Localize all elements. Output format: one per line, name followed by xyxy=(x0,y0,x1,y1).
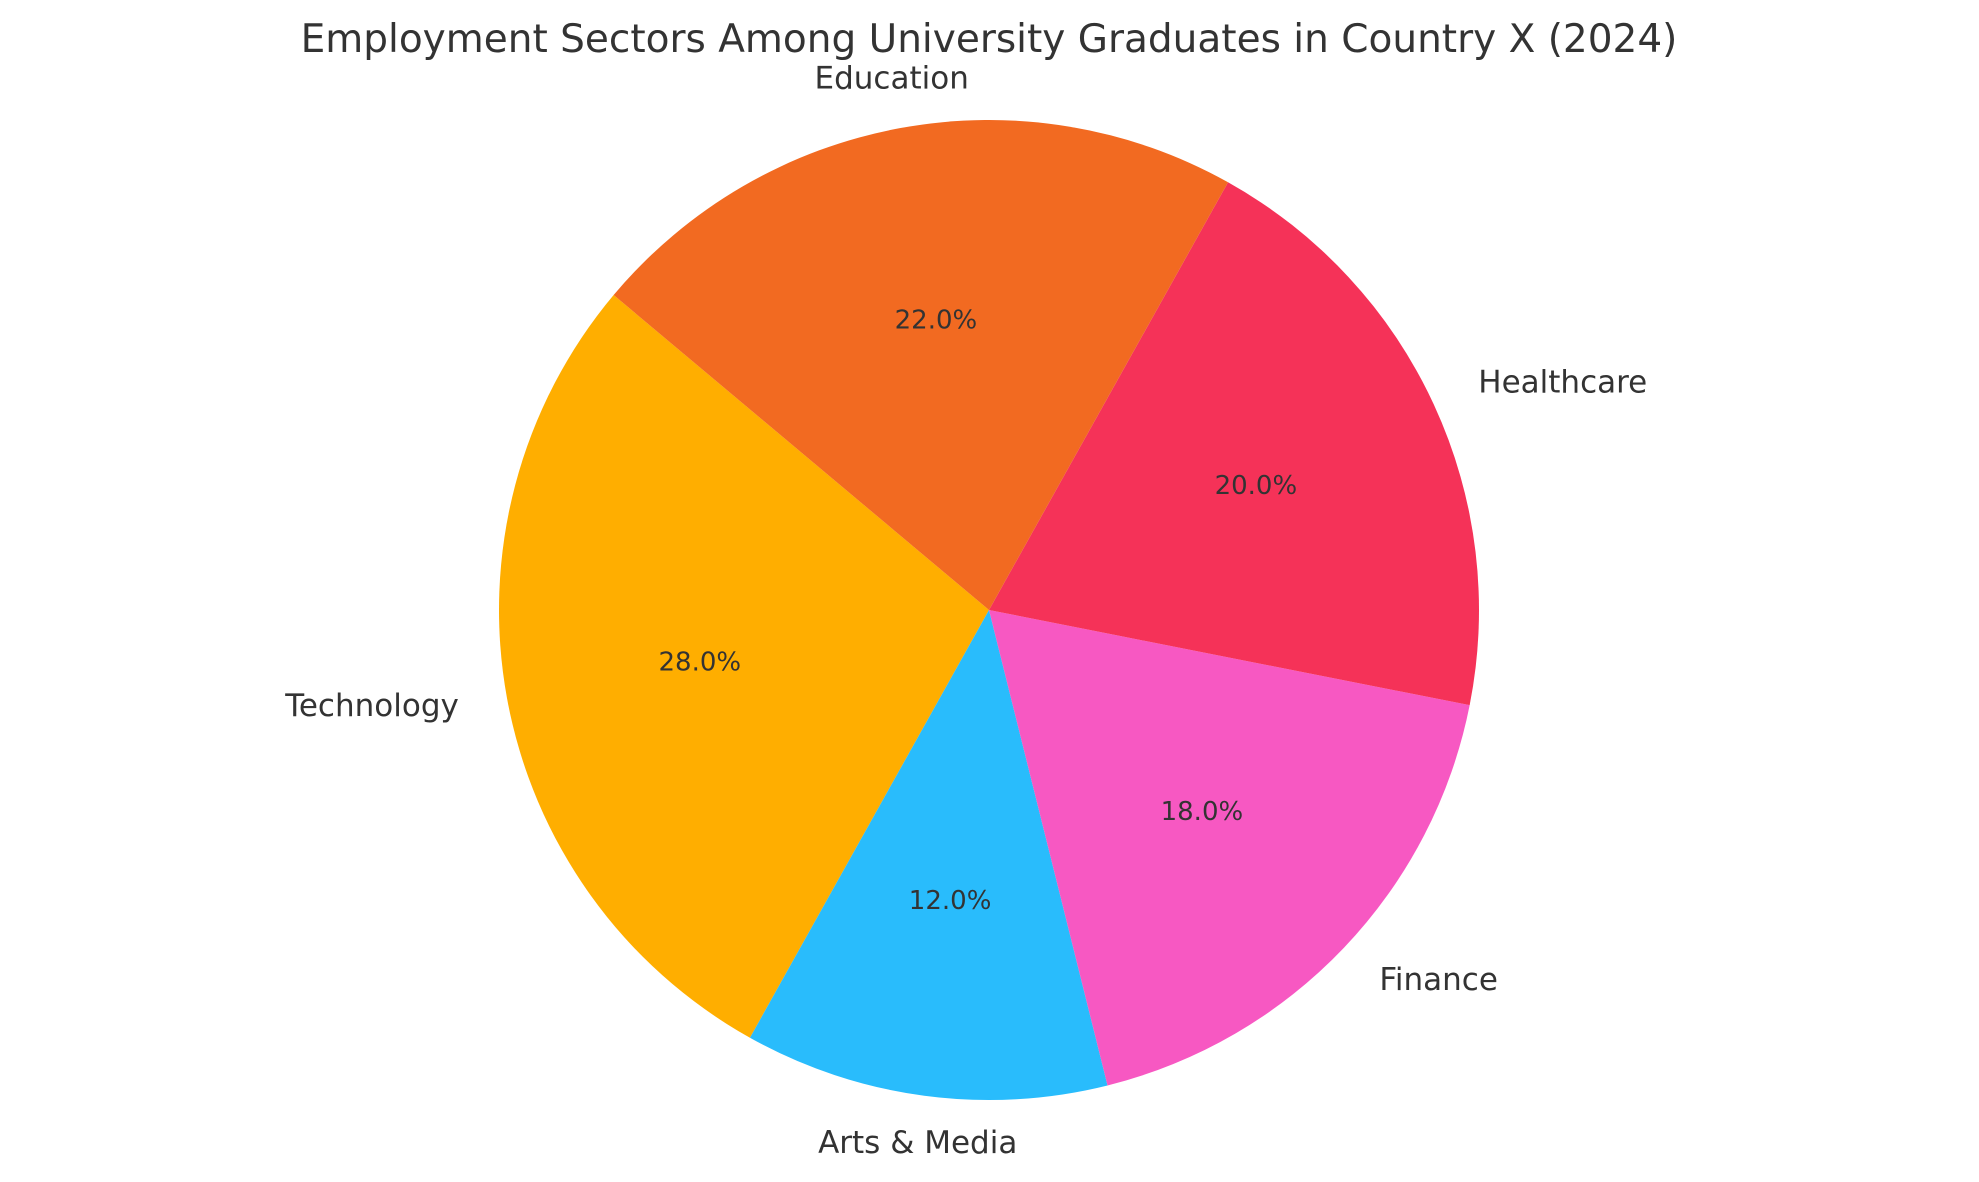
pie-labels: Technology 28.0% Arts & Media 12.0% Finance 1… xyxy=(284,60,1647,1160)
slice-percent-arts-and-media: 12.0% xyxy=(909,886,992,916)
slice-percent-technology: 28.0% xyxy=(659,648,742,678)
slice-label-technology: Technology xyxy=(284,688,459,724)
slice-percent-healthcare: 20.0% xyxy=(1215,471,1298,501)
slice-label-finance: Finance xyxy=(1379,962,1498,998)
slice-percent-finance: 18.0% xyxy=(1161,797,1244,827)
pie-slice-education xyxy=(613,119,1229,610)
pie-slice-technology xyxy=(498,295,989,1038)
slice-label-education: Education xyxy=(815,60,969,96)
pie-slice-healthcare xyxy=(989,182,1479,706)
pie-slice-finance xyxy=(989,610,1470,1086)
slice-label-arts-and-media: Arts & Media xyxy=(818,1125,1017,1161)
slice-percent-education: 22.0% xyxy=(895,305,978,335)
slice-label-healthcare: Healthcare xyxy=(1478,364,1647,400)
pie-slice-arts-and-media xyxy=(749,610,1108,1100)
pie-slices xyxy=(498,119,1479,1100)
chart-title: Employment Sectors Among University Grad… xyxy=(301,17,1678,62)
